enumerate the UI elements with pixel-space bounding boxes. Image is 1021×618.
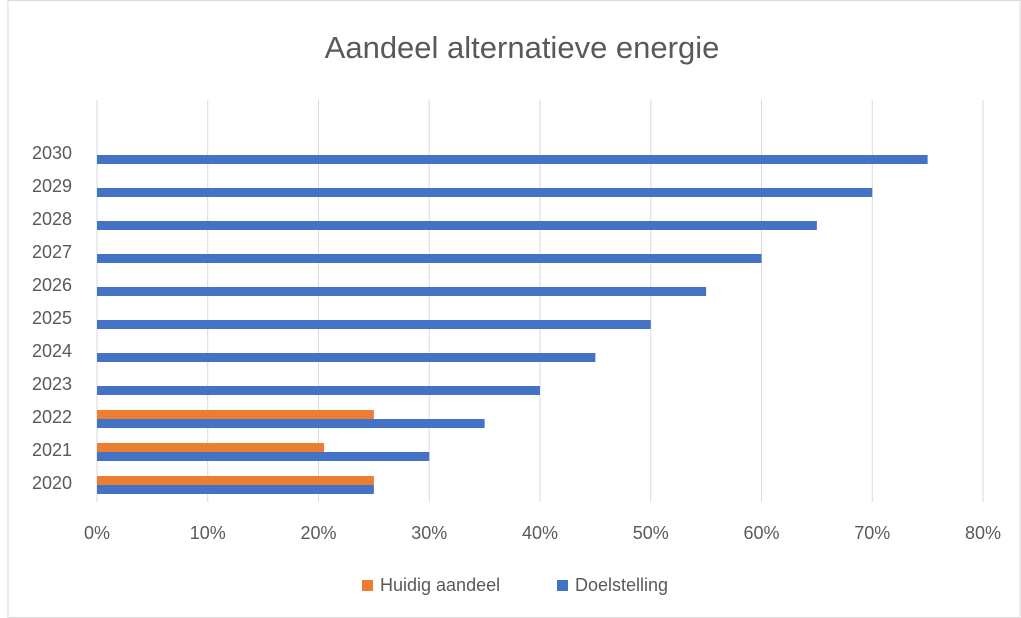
bar (97, 353, 596, 362)
y-tick-label: 2030 (32, 143, 72, 163)
bar (97, 410, 374, 419)
bar (97, 386, 540, 395)
bar (97, 452, 430, 461)
bar (97, 485, 374, 494)
chart-frame (7, 0, 1021, 618)
legend-label: Huidig aandeel (380, 575, 500, 595)
y-tick-label: 2022 (32, 407, 72, 427)
x-tick-label: 0% (84, 523, 110, 543)
x-tick-label: 60% (743, 523, 779, 543)
y-tick-label: 2025 (32, 308, 72, 328)
y-tick-label: 2020 (32, 473, 72, 493)
bar (97, 320, 651, 329)
bar (97, 476, 374, 485)
x-tick-label: 80% (965, 523, 1001, 543)
y-tick-label: 2026 (32, 275, 72, 295)
x-tick-label: 10% (190, 523, 226, 543)
y-tick-label: 2024 (32, 341, 72, 361)
y-tick-label: 2023 (32, 374, 72, 394)
bar (97, 443, 325, 452)
x-tick-label: 50% (633, 523, 669, 543)
legend-label: Doelstelling (575, 575, 668, 595)
x-tick-label: 20% (300, 523, 336, 543)
y-tick-label: 2027 (32, 242, 72, 262)
bar (97, 155, 928, 164)
legend-swatch (362, 580, 373, 591)
chart-title: Aandeel alternatieve energie (325, 30, 720, 65)
legend-swatch (557, 580, 568, 591)
x-tick-label: 70% (854, 523, 890, 543)
y-tick-label: 2029 (32, 176, 72, 196)
y-tick-label: 2028 (32, 209, 72, 229)
bar (97, 254, 762, 263)
x-tick-label: 40% (522, 523, 558, 543)
bar (97, 419, 485, 428)
bar (97, 188, 873, 197)
y-tick-label: 2021 (32, 440, 72, 460)
x-tick-label: 30% (411, 523, 447, 543)
bar (97, 287, 707, 296)
bar (97, 221, 817, 230)
